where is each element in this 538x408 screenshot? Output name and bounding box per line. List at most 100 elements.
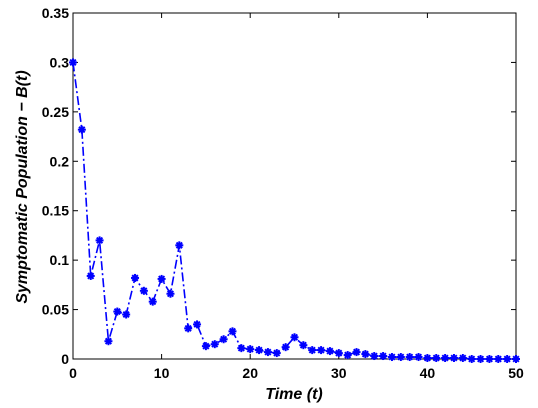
data-point-stroke: [406, 353, 414, 361]
data-point-stroke: [494, 355, 502, 363]
data-point-stroke: [512, 355, 520, 363]
plot-area: [72, 12, 517, 360]
data-point: [334, 349, 343, 358]
data-point-stroke: [450, 354, 458, 362]
data-point: [69, 58, 77, 67]
data-point-stroke: [370, 352, 378, 360]
data-point: [352, 348, 361, 357]
data-point: [113, 307, 122, 316]
data-point-stroke: [397, 353, 405, 361]
data-point: [184, 324, 193, 333]
data-point-stroke: [175, 241, 183, 249]
data-point-stroke: [149, 298, 157, 306]
data-point: [387, 353, 396, 362]
data-point-stroke: [423, 354, 431, 362]
data-point: [343, 351, 352, 360]
data-point-stroke: [415, 353, 423, 361]
data-point-stroke: [326, 347, 334, 355]
data-point: [281, 343, 290, 352]
data-point: [423, 354, 432, 363]
data-point: [237, 344, 246, 353]
data-point: [210, 340, 219, 349]
data-point-stroke: [255, 346, 263, 354]
data-point-stroke: [158, 275, 166, 283]
data-point: [148, 297, 157, 306]
data-point: [193, 320, 202, 329]
x-tick-label: 20: [242, 365, 258, 381]
data-point-stroke: [335, 349, 343, 357]
data-point: [131, 273, 140, 282]
x-axis-title: Time (t): [265, 386, 322, 403]
y-tick-label: 0.2: [50, 153, 70, 169]
data-point-stroke: [468, 355, 476, 363]
data-point: [396, 353, 405, 362]
data-point-stroke: [96, 236, 104, 244]
data-point: [467, 355, 476, 363]
data-point: [95, 236, 104, 245]
data-point-stroke: [122, 310, 130, 319]
data-point: [166, 289, 175, 298]
x-tick-label: 10: [154, 365, 170, 381]
data-point: [299, 341, 308, 350]
data-point: [512, 355, 520, 363]
data-point-stroke: [202, 342, 210, 350]
data-point: [405, 353, 414, 362]
data-point-stroke: [317, 346, 325, 354]
data-point-stroke: [459, 354, 467, 362]
data-point: [86, 271, 95, 280]
data-markers: [69, 58, 520, 363]
data-point-stroke: [184, 324, 192, 332]
x-tick-label: 50: [508, 365, 524, 381]
data-point: [228, 327, 237, 336]
data-point: [201, 342, 210, 351]
data-point: [139, 286, 148, 295]
data-point-stroke: [361, 350, 369, 358]
data-point: [175, 241, 184, 250]
data-point-stroke: [166, 290, 174, 298]
data-point-stroke: [140, 287, 148, 295]
data-point-stroke: [432, 354, 440, 362]
data-point-stroke: [87, 272, 95, 280]
y-tick-label: 0.1: [50, 252, 70, 268]
x-tick-label: 30: [331, 365, 347, 381]
data-point-stroke: [290, 333, 299, 341]
x-tick-label: 40: [420, 365, 436, 381]
y-tick-label: 0: [61, 351, 69, 367]
data-point-stroke: [441, 354, 449, 362]
data-point: [458, 354, 467, 363]
data-point: [263, 348, 272, 357]
data-point-stroke: [379, 352, 387, 360]
data-point-stroke: [485, 355, 493, 363]
data-point-stroke: [104, 337, 112, 345]
y-tick-labels: 0 0.05 0.1 0.15 0.2 0.25 0.3 0.35: [42, 5, 69, 367]
data-point-stroke: [69, 58, 77, 66]
data-point-stroke: [388, 353, 396, 361]
y-tick-label: 0.35: [42, 5, 69, 21]
data-point-stroke: [264, 348, 272, 356]
data-point: [441, 354, 450, 363]
data-point: [157, 274, 166, 283]
data-point: [325, 347, 334, 356]
data-point-stroke: [352, 348, 361, 356]
data-point: [361, 350, 370, 359]
data-point: [246, 345, 255, 354]
data-point: [122, 310, 131, 319]
data-point: [317, 346, 326, 355]
y-tick-label: 0.3: [50, 54, 70, 70]
data-point: [370, 352, 379, 361]
data-point-stroke: [477, 355, 485, 363]
y-tick-label: 0.25: [42, 104, 69, 120]
data-point-stroke: [113, 308, 121, 316]
data-point: [379, 352, 388, 361]
x-tick-label: 0: [69, 365, 77, 381]
data-point-stroke: [282, 343, 290, 351]
data-point: [272, 349, 281, 358]
data-point-stroke: [299, 341, 307, 349]
data-point: [414, 353, 423, 362]
data-point-stroke: [237, 344, 245, 352]
data-point: [255, 346, 264, 355]
data-point-stroke: [131, 274, 139, 282]
data-point: [432, 354, 441, 363]
data-point: [77, 125, 86, 134]
